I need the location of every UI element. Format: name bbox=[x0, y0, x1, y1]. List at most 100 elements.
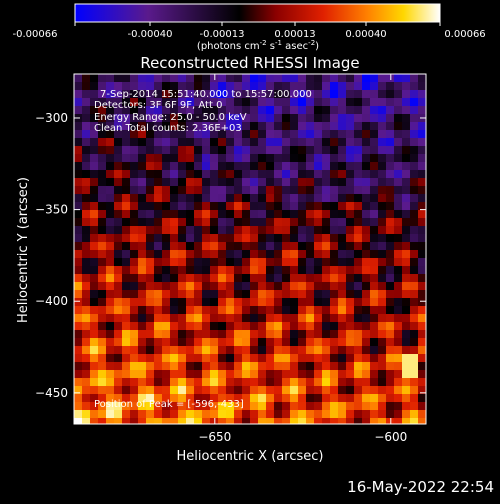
heatmap-cell bbox=[106, 282, 114, 290]
heatmap-cell bbox=[114, 114, 122, 122]
heatmap-cell bbox=[146, 378, 154, 386]
heatmap-cell bbox=[226, 322, 234, 330]
heatmap-cell bbox=[306, 394, 314, 402]
heatmap-cell bbox=[122, 354, 130, 362]
heatmap-cell bbox=[354, 322, 362, 330]
heatmap-cell bbox=[266, 154, 274, 162]
heatmap-cell bbox=[258, 266, 266, 274]
heatmap-cell bbox=[202, 362, 210, 370]
axis-ticks: −650−600−550−300−350−400−450 bbox=[35, 74, 426, 444]
heatmap-cell bbox=[290, 410, 298, 418]
heatmap-cell bbox=[74, 266, 82, 274]
heatmap-cell bbox=[130, 226, 138, 234]
heatmap-cell bbox=[330, 282, 338, 290]
heatmap-cell bbox=[354, 274, 362, 282]
heatmap-cell bbox=[154, 410, 162, 418]
heatmap-cell bbox=[162, 258, 170, 266]
heatmap-cell bbox=[410, 346, 418, 354]
heatmap-cell bbox=[122, 282, 130, 290]
heatmap-cell bbox=[346, 362, 354, 370]
heatmap-cell bbox=[314, 178, 322, 186]
heatmap-cell bbox=[354, 290, 362, 298]
heatmap-cell bbox=[98, 394, 106, 402]
heatmap-cell bbox=[338, 74, 346, 82]
heatmap-cell bbox=[274, 362, 282, 370]
heatmap-cell bbox=[418, 394, 426, 402]
heatmap-cell bbox=[362, 162, 370, 170]
heatmap-cell bbox=[122, 170, 130, 178]
heatmap-cell bbox=[234, 306, 242, 314]
heatmap-cell bbox=[274, 122, 282, 130]
heatmap-cell bbox=[226, 410, 234, 418]
heatmap-cell bbox=[98, 258, 106, 266]
heatmap-cell bbox=[242, 106, 250, 114]
heatmap-cell bbox=[138, 378, 146, 386]
heatmap-cell bbox=[266, 386, 274, 394]
heatmap-cell bbox=[250, 386, 258, 394]
heatmap-cell bbox=[306, 234, 314, 242]
heatmap-cell bbox=[314, 130, 322, 138]
heatmap-cell bbox=[82, 378, 90, 386]
heatmap-cell bbox=[226, 386, 234, 394]
heatmap-cell bbox=[378, 250, 386, 258]
heatmap-cell bbox=[370, 122, 378, 130]
colorbar-tick-label: -0.00013 bbox=[200, 29, 245, 40]
heatmap-cell bbox=[130, 282, 138, 290]
heatmap-cell bbox=[266, 370, 274, 378]
heatmap-cell bbox=[234, 82, 242, 90]
heatmap-cell bbox=[362, 354, 370, 362]
heatmap-cell bbox=[370, 266, 378, 274]
heatmap-cell bbox=[226, 194, 234, 202]
heatmap-cell bbox=[162, 306, 170, 314]
heatmap-cell bbox=[234, 138, 242, 146]
heatmap-cell bbox=[234, 394, 242, 402]
heatmap-cell bbox=[410, 290, 418, 298]
heatmap-cell bbox=[138, 114, 146, 122]
heatmap-cell bbox=[154, 250, 162, 258]
heatmap-cell bbox=[242, 122, 250, 130]
heatmap-cell bbox=[122, 178, 130, 186]
heatmap-cell bbox=[146, 146, 154, 154]
heatmap-cell bbox=[114, 202, 122, 210]
heatmap-cell bbox=[242, 322, 250, 330]
heatmap-cell bbox=[306, 346, 314, 354]
heatmap-cell bbox=[170, 362, 178, 370]
heatmap-cell bbox=[314, 98, 322, 106]
heatmap-cell bbox=[178, 154, 186, 162]
heatmap-cell bbox=[138, 210, 146, 218]
heatmap-cell bbox=[210, 234, 218, 242]
heatmap-cell bbox=[346, 122, 354, 130]
heatmap-cell bbox=[106, 370, 114, 378]
heatmap-cell bbox=[258, 226, 266, 234]
heatmap-cell bbox=[114, 290, 122, 298]
heatmap-cell bbox=[82, 306, 90, 314]
heatmap-cell bbox=[354, 258, 362, 266]
heatmap-cell bbox=[106, 162, 114, 170]
heatmap-cell bbox=[106, 394, 114, 402]
heatmap-cell bbox=[338, 402, 346, 410]
heatmap-cell bbox=[178, 362, 186, 370]
y-tick-label: −300 bbox=[35, 111, 68, 125]
heatmap-cell bbox=[226, 226, 234, 234]
heatmap-cell bbox=[346, 226, 354, 234]
heatmap-cell bbox=[250, 338, 258, 346]
heatmap-cell bbox=[306, 370, 314, 378]
heatmap-cell bbox=[346, 242, 354, 250]
heatmap-cell bbox=[322, 154, 330, 162]
heatmap-cell bbox=[306, 386, 314, 394]
heatmap-cell bbox=[346, 194, 354, 202]
heatmap-cell bbox=[330, 202, 338, 210]
heatmap-cell bbox=[90, 298, 98, 306]
heatmap-cell bbox=[218, 282, 226, 290]
heatmap-cell bbox=[386, 322, 394, 330]
heatmap-cell bbox=[346, 346, 354, 354]
heatmap-cell bbox=[402, 138, 410, 146]
heatmap-cell bbox=[338, 298, 346, 306]
heatmap-cell bbox=[82, 290, 90, 298]
heatmap-cell bbox=[106, 178, 114, 186]
heatmap-cell bbox=[330, 298, 338, 306]
colorbar: -0.00066 -0.00040 -0.00013 0.00013 0.000… bbox=[13, 3, 486, 52]
heatmap-cell bbox=[210, 74, 218, 82]
heatmap-cell bbox=[194, 290, 202, 298]
heatmap-cell bbox=[114, 346, 122, 354]
